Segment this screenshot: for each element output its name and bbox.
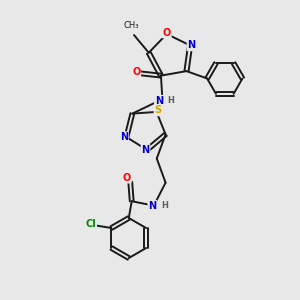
Text: N: N xyxy=(120,132,128,142)
Text: H: H xyxy=(162,201,168,210)
Text: S: S xyxy=(154,105,161,116)
Text: CH₃: CH₃ xyxy=(123,21,139,30)
Text: N: N xyxy=(188,40,196,50)
Text: O: O xyxy=(132,67,140,77)
Text: H: H xyxy=(167,96,174,105)
Text: N: N xyxy=(155,96,163,106)
Text: O: O xyxy=(163,28,171,38)
Text: Cl: Cl xyxy=(85,220,96,230)
Text: N: N xyxy=(148,201,156,211)
Text: N: N xyxy=(142,145,150,155)
Text: O: O xyxy=(123,173,131,183)
